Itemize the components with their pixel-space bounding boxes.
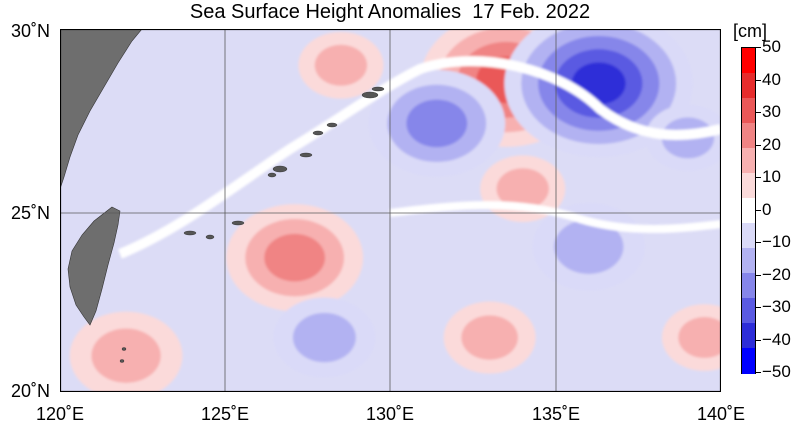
warm-patch-contour	[496, 168, 549, 210]
colorbar-tick-mark	[756, 242, 761, 243]
colorbar-segment	[742, 323, 755, 349]
colorbar-tick-label: −20	[762, 264, 791, 284]
colorbar-tick-label: 10	[762, 167, 781, 186]
map-canvas	[60, 29, 721, 392]
lat-label-30n: 30˚N	[10, 21, 50, 41]
colorbar-segment	[742, 148, 755, 174]
ssh-anomaly-map	[60, 29, 721, 392]
gridlines	[60, 29, 721, 392]
cold-eddy-contour	[554, 219, 624, 274]
colorbar-segment	[742, 298, 755, 324]
lat-label-20n: 20˚N	[10, 381, 50, 401]
colorbar-tick-mark	[756, 79, 761, 81]
colorbar-tick-label: 20	[762, 134, 781, 154]
colorbar-tick-label: −30	[762, 297, 791, 316]
warm-patch-contour	[461, 315, 518, 360]
colorbar-segment	[742, 173, 755, 199]
lon-label-140e: 140˚E	[696, 404, 746, 424]
warm-patch-contour	[678, 317, 721, 359]
lon-label-130e: 130˚E	[365, 404, 415, 424]
colorbar-tick-mark	[756, 47, 761, 48]
lon-label-120e: 120˚E	[35, 404, 85, 424]
warm-patch-contour	[91, 328, 161, 383]
colorbar-tick-label: −40	[762, 329, 791, 349]
anomaly-field	[69, 29, 721, 392]
colorbar-unit: [cm]	[733, 21, 767, 41]
colorbar-segment	[742, 73, 755, 99]
lon-label-135e: 135˚E	[531, 404, 581, 424]
warm-eddy-contour	[264, 233, 326, 282]
map-frame	[60, 29, 721, 392]
colorbar-tick-label: 0	[762, 199, 772, 219]
cold-patch-contour	[292, 312, 356, 363]
colorbar-tick-mark	[756, 209, 761, 211]
ryukyu-islands	[119, 86, 385, 363]
colorbar-tick-mark	[756, 339, 761, 341]
zero-anomaly-band	[389, 201, 721, 233]
colorbar-tick-label: 50	[762, 37, 781, 56]
colorbar-tick-mark	[756, 112, 761, 113]
colorbar-tick-label: −50	[762, 362, 791, 381]
colorbar-segment	[742, 98, 755, 124]
colorbar-segment	[742, 123, 755, 149]
colorbar-tick-label: 30	[762, 102, 781, 121]
colorbar-segment	[742, 248, 755, 274]
lon-label-125e: 125˚E	[200, 404, 250, 424]
colorbar	[741, 47, 756, 374]
colorbar-tick-mark	[756, 144, 761, 146]
colorbar-segment	[742, 273, 755, 299]
colorbar-segment	[742, 348, 755, 374]
colorbar-tick-mark	[756, 307, 761, 308]
colorbar-tick-label: 40	[762, 69, 781, 89]
warm-patch-contour	[314, 44, 368, 86]
land-layer	[60, 29, 385, 363]
lat-label-25n: 25˚N	[10, 203, 50, 223]
colorbar-tick-mark	[756, 274, 761, 276]
colorbar-segment	[742, 48, 755, 74]
china-mainland	[60, 29, 143, 190]
zero-anomaly-band	[118, 56, 721, 259]
colorbar-tick-mark	[756, 177, 761, 178]
colorbar-tick-mark	[756, 372, 761, 373]
map-title: Sea Surface Height Anomalies 17 Feb. 202…	[189, 1, 591, 23]
colorbar-tick-label: −10	[762, 232, 791, 251]
colorbar-segment	[742, 223, 755, 249]
colorbar-segment	[742, 198, 755, 224]
cold-eddy-contour	[406, 99, 468, 148]
taiwan-island	[67, 206, 121, 326]
